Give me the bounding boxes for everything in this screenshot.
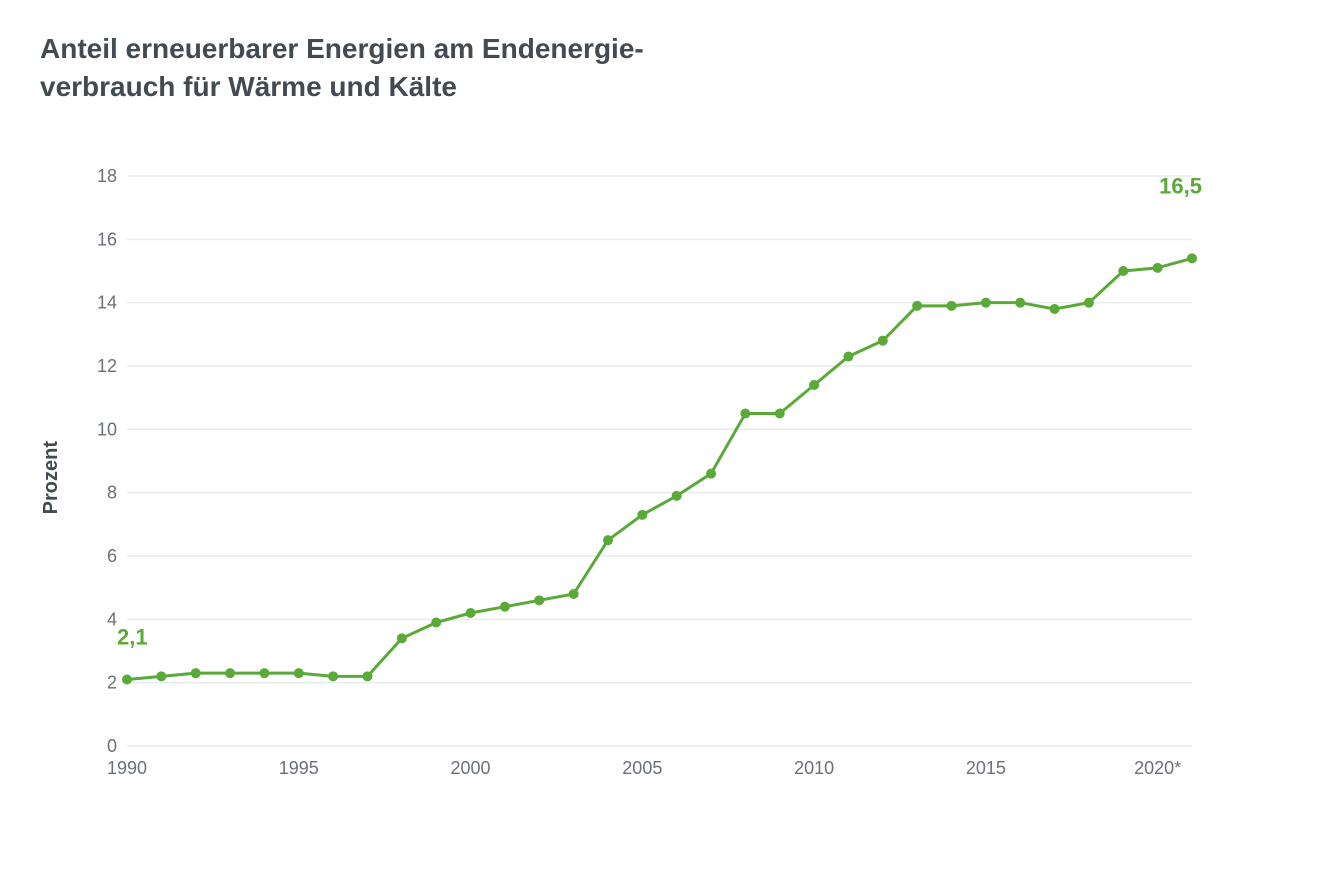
data-point	[500, 601, 510, 611]
data-point	[294, 668, 304, 678]
data-point	[843, 351, 853, 361]
data-point	[740, 408, 750, 418]
data-point	[466, 608, 476, 618]
data-annotation: 16,5	[1159, 173, 1202, 198]
data-point	[1084, 297, 1094, 307]
data-point	[1118, 266, 1128, 276]
y-tick-label: 8	[107, 482, 117, 502]
data-point	[1153, 262, 1163, 272]
x-tick-label: 2005	[622, 758, 662, 778]
data-annotation: 2,1	[117, 624, 148, 649]
y-tick-label: 2	[107, 672, 117, 692]
data-point	[225, 668, 235, 678]
data-point	[191, 668, 201, 678]
data-point	[397, 633, 407, 643]
y-tick-label: 4	[107, 609, 117, 629]
chart-title: Anteil erneuerbarer Energien am Endenerg…	[40, 30, 1303, 106]
data-point	[1015, 297, 1025, 307]
y-axis-label: Prozent	[40, 441, 63, 514]
x-tick-label: 2020*	[1134, 758, 1181, 778]
chart-container: Anteil erneuerbarer Energien am Endenerg…	[0, 0, 1333, 895]
y-tick-label: 6	[107, 546, 117, 566]
chart-outer: Prozent 0 2 4 6 8 10 12 14 16 18 1990 1995 2000 2005 2…	[40, 166, 1303, 791]
data-point	[1050, 304, 1060, 314]
line-series	[127, 258, 1192, 679]
data-point	[603, 535, 613, 545]
data-point	[1187, 253, 1197, 263]
data-point	[534, 595, 544, 605]
data-point	[809, 380, 819, 390]
data-point	[981, 297, 991, 307]
y-tick-label: 10	[97, 419, 117, 439]
chart-plot-wrap: 0 2 4 6 8 10 12 14 16 18 1990 1995 2000 2005 2010 2015 2…	[77, 166, 1247, 791]
data-point	[328, 671, 338, 681]
data-point	[706, 468, 716, 478]
y-tick-label: 12	[97, 356, 117, 376]
data-point	[569, 589, 579, 599]
y-tick-label: 0	[107, 736, 117, 756]
x-tick-label: 1995	[279, 758, 319, 778]
x-tick-label: 2000	[451, 758, 491, 778]
data-point	[431, 617, 441, 627]
data-point	[878, 335, 888, 345]
y-tick-label: 16	[97, 229, 117, 249]
chart-svg: 0 2 4 6 8 10 12 14 16 18 1990 1995 2000 2005 2010 2015 2…	[77, 166, 1247, 786]
data-point	[122, 674, 132, 684]
data-point	[672, 490, 682, 500]
data-point	[775, 408, 785, 418]
y-tick-label: 18	[97, 166, 117, 186]
data-point	[912, 300, 922, 310]
data-point	[259, 668, 269, 678]
data-point	[156, 671, 166, 681]
x-tick-label: 1990	[107, 758, 147, 778]
x-tick-label: 2010	[794, 758, 834, 778]
y-tick-label: 14	[97, 292, 117, 312]
x-tick-label: 2015	[966, 758, 1006, 778]
data-point	[362, 671, 372, 681]
data-point	[637, 509, 647, 519]
data-point	[947, 300, 957, 310]
